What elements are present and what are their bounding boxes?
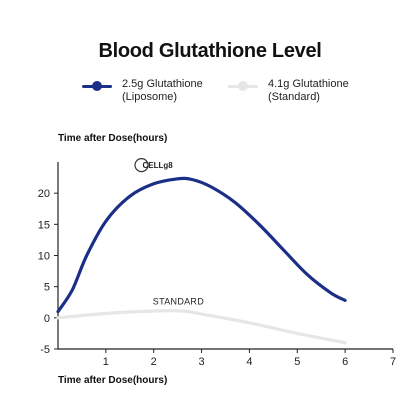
y-axis-title: Time after Dose(hours) xyxy=(58,133,168,144)
legend-swatch-standard xyxy=(228,80,258,92)
logo-text: CELLg8 xyxy=(143,161,174,170)
y-tick-label: 10 xyxy=(38,251,50,263)
series-line-liposome xyxy=(56,176,347,314)
y-tick-label: 20 xyxy=(38,188,50,200)
annotation-standard: STANDARD xyxy=(153,297,204,307)
legend-item-standard: 4.1g Glutathione (Standard) xyxy=(228,78,349,104)
series-line-standard xyxy=(56,309,347,345)
y-tick-label: 0 xyxy=(44,313,50,325)
x-tick-label: 3 xyxy=(199,356,205,368)
legend-label-standard: 4.1g Glutathione (Standard) xyxy=(268,78,349,103)
x-tick-label: 7 xyxy=(390,356,396,368)
x-tick-label: 2 xyxy=(151,356,157,368)
x-tick-label: 1 xyxy=(103,356,109,368)
y-tick-label: 15 xyxy=(38,219,50,231)
y-tick-label: -5 xyxy=(40,344,50,356)
y-tick-label: 5 xyxy=(44,282,50,294)
chart-title: Blood Glutathione Level xyxy=(98,40,322,62)
x-tick-label: 6 xyxy=(342,356,348,368)
x-tick-label: 4 xyxy=(246,356,252,368)
x-axis-title: Time after Dose(hours) xyxy=(58,375,168,386)
logo-ring-icon xyxy=(134,158,149,173)
legend-swatch-liposome xyxy=(82,80,112,92)
legend-label-liposome: 2.5g Glutathione (Liposome) xyxy=(122,78,203,103)
x-tick-label: 5 xyxy=(294,356,300,368)
legend-item-liposome: 2.5g Glutathione (Liposome) xyxy=(82,78,203,104)
cellg8-logo: CELLg8 xyxy=(134,158,174,173)
